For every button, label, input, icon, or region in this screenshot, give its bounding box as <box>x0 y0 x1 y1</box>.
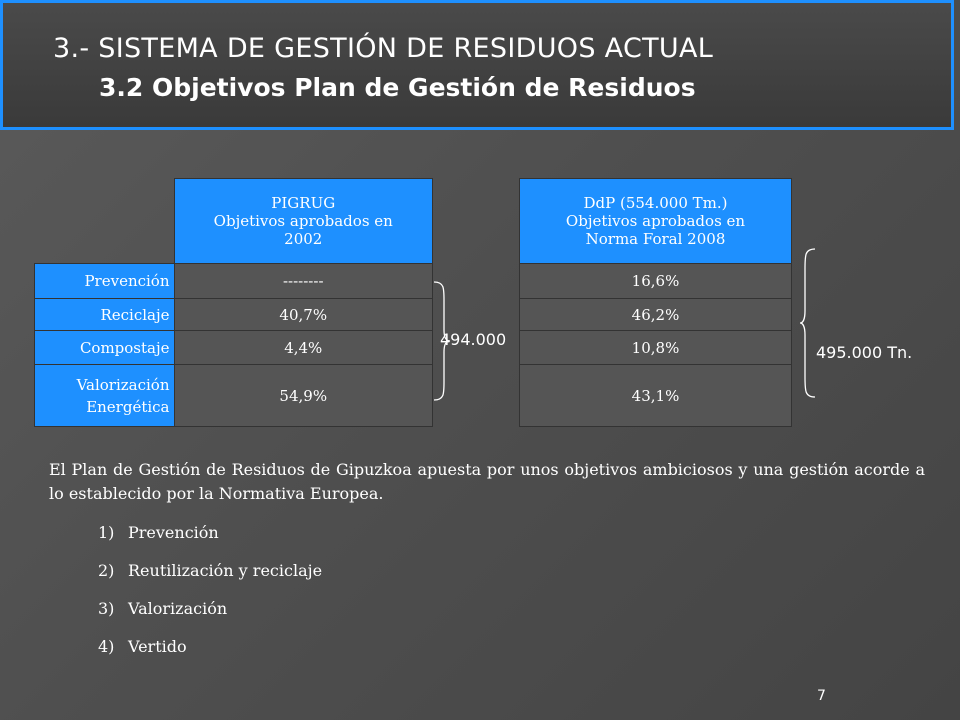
page-number: 7 <box>817 688 826 704</box>
pigrug-table: PIGRUG Objetivos aprobados en 2002 Preve… <box>34 178 433 427</box>
list-number: 1) <box>98 523 115 542</box>
value-cell: 54,9% <box>173 364 433 427</box>
value-cell: 4,4% <box>173 330 433 365</box>
row-label-prevencion: Prevención <box>34 263 175 299</box>
value-cell: -------- <box>173 263 433 299</box>
left-total: 494.000 <box>440 330 507 349</box>
right-total: 495.000 Tn. <box>816 343 913 362</box>
value-cell: 40,7% <box>173 298 433 331</box>
title-box: 3.- SISTEMA DE GESTIÓN DE RESIDUOS ACTUA… <box>0 0 954 130</box>
label-line: Valorización <box>76 375 170 394</box>
label-line: Energética <box>86 397 170 416</box>
value-cell: 16,6% <box>519 263 792 299</box>
ddp-table: DdP (554.000 Tm.) Objetivos aprobados en… <box>519 178 792 427</box>
row-label-compostaje: Compostaje <box>34 330 175 365</box>
list-text: Reutilización y reciclaje <box>128 561 323 580</box>
list-number: 3) <box>98 599 115 618</box>
list-text: Prevención <box>128 523 219 542</box>
row-label-valorizacion: Valorización Energética <box>34 364 175 427</box>
ddp-header: DdP (554.000 Tm.) Objetivos aprobados en… <box>519 178 792 264</box>
header-line: DdP (554.000 Tm.) <box>583 194 728 212</box>
description-paragraph: El Plan de Gestión de Residuos de Gipuzk… <box>49 460 925 503</box>
priority-list: 1) Prevención 2) Reutilización y reciclaje… <box>98 522 322 674</box>
header-line: Norma Foral 2008 <box>585 230 726 248</box>
header-line: Objetivos aprobados en <box>213 212 393 230</box>
list-text: Vertido <box>128 637 187 656</box>
pigrug-header: PIGRUG Objetivos aprobados en 2002 <box>173 178 433 264</box>
list-item: 4) Vertido <box>98 636 322 674</box>
right-brace <box>799 248 816 398</box>
list-item: 3) Valorización <box>98 598 322 636</box>
list-text: Valorización <box>128 599 228 618</box>
value-cell: 43,1% <box>519 364 792 427</box>
value-cell: 10,8% <box>519 330 792 365</box>
list-number: 4) <box>98 637 115 656</box>
value-cell: 46,2% <box>519 298 792 331</box>
header-line: Objetivos aprobados en <box>565 212 746 230</box>
row-label-reciclaje: Reciclaje <box>34 298 175 331</box>
list-item: 1) Prevención <box>98 522 322 560</box>
left-brace <box>433 281 451 401</box>
list-item: 2) Reutilización y reciclaje <box>98 560 322 598</box>
header-line: 2002 <box>284 230 323 248</box>
header-line: PIGRUG <box>271 194 336 212</box>
slide-subtitle: 3.2 Objetivos Plan de Gestión de Residuo… <box>99 73 696 102</box>
slide-title: 3.- SISTEMA DE GESTIÓN DE RESIDUOS ACTUA… <box>53 33 714 64</box>
list-number: 2) <box>98 561 115 580</box>
